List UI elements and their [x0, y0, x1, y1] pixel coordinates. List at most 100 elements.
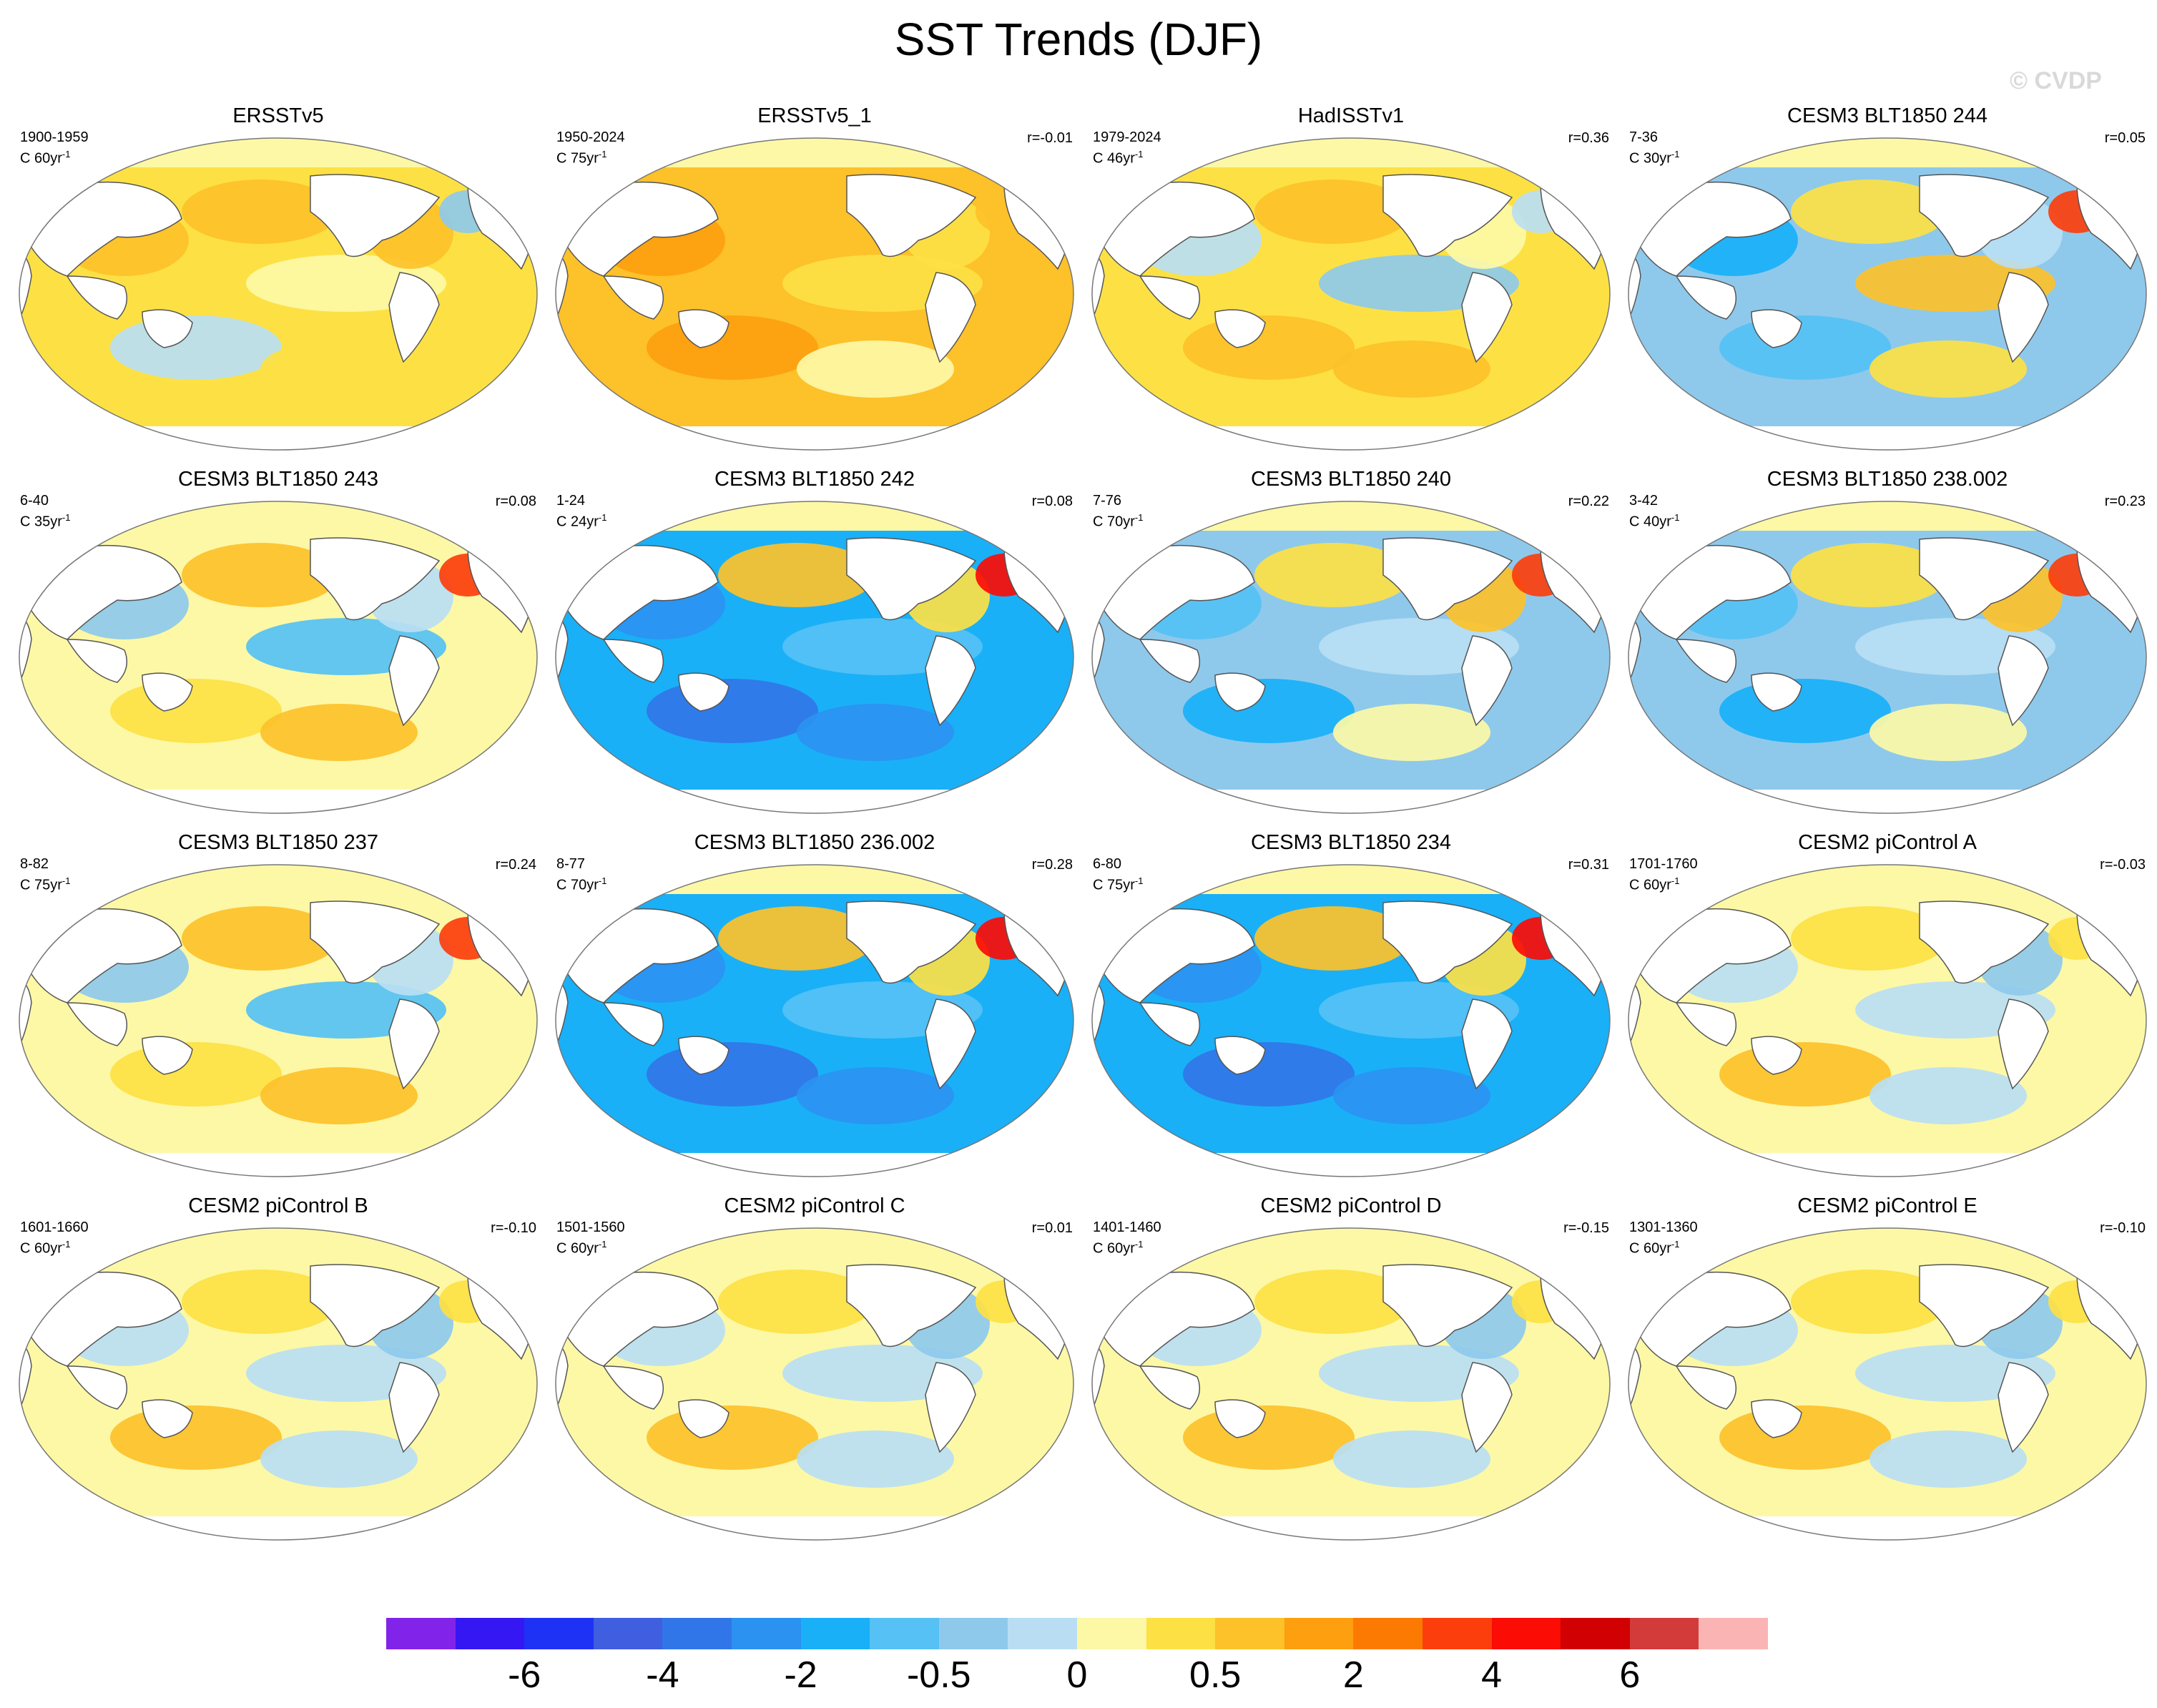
colorbar-swatch [800, 1618, 870, 1649]
panel-title: CESM3 BLT1850 234 [1251, 831, 1451, 854]
units-label: C 60yr-1 [556, 1236, 625, 1257]
map-border [555, 137, 1074, 451]
map-panel: CESM2 piControl B 1601-1660 C 60yr-1 r=-0.1… [10, 1194, 546, 1559]
colorbar-tick-label: 0.5 [1189, 1654, 1242, 1696]
period-label: 1401-1460 [1093, 1219, 1161, 1235]
units-label: C 60yr-1 [20, 1236, 89, 1257]
landmass [1139, 1002, 1201, 1046]
landmass [925, 998, 976, 1090]
panel-period: 1401-1460 C 60yr-1 [1093, 1219, 1161, 1257]
sst-anomaly [647, 315, 818, 380]
colorbar-tick-label: 6 [1619, 1654, 1641, 1696]
sst-anomaly [182, 1270, 339, 1334]
panel-title: CESM2 piControl D [1260, 1194, 1442, 1217]
units-exponent: -1 [1671, 1239, 1680, 1250]
antarctica [556, 790, 1073, 813]
map-border [555, 1227, 1074, 1541]
landmass [678, 672, 729, 712]
map-border [19, 864, 538, 1177]
sst-anomaly [182, 543, 339, 607]
period-label: 7-76 [1093, 493, 1122, 509]
correlation-label: r=-0.15 [1563, 1220, 1609, 1236]
landmass [1382, 900, 1513, 984]
landmass [1998, 635, 2049, 727]
landmass [1139, 1365, 1201, 1410]
landmass [1214, 672, 1266, 712]
panel-period: 1501-1560 C 60yr-1 [556, 1219, 625, 1257]
sst-anomaly [1254, 1270, 1412, 1334]
units-text: C 75yr [20, 877, 62, 893]
sst-anomaly [1869, 1430, 2027, 1488]
landmass [1461, 998, 1513, 1090]
landmass [66, 639, 128, 683]
panel-title: CESM2 piControl C [724, 1194, 905, 1217]
colorbar-swatch [455, 1618, 525, 1649]
colorbar-swatch [386, 1618, 456, 1649]
units-exponent: -1 [1134, 875, 1144, 886]
panel-title: CESM2 piControl B [188, 1194, 368, 1217]
sst-anomaly [1791, 1270, 1948, 1334]
landmass [1382, 1264, 1513, 1348]
landmass [1998, 998, 2049, 1090]
sst-field [19, 501, 537, 813]
world-map [19, 864, 538, 1177]
panel-period: 1301-1360 C 60yr-1 [1629, 1219, 1698, 1257]
landmass [388, 635, 440, 727]
units-label: C 30yr-1 [1629, 146, 1679, 167]
correlation-label: r=0.22 [1568, 494, 1609, 509]
period-label: 6-80 [1093, 856, 1122, 872]
colorbar-tick-label: 4 [1481, 1654, 1503, 1696]
units-text: C 60yr [20, 1240, 62, 1257]
correlation-label: r=0.05 [2104, 130, 2146, 146]
sst-anomaly [1333, 340, 1490, 398]
sst-field [556, 501, 1073, 813]
sst-anomaly [110, 679, 282, 743]
units-text: C 60yr [1629, 1240, 1671, 1257]
colorbar-tick-label: 0 [1066, 1654, 1088, 1696]
correlation-label: r=0.08 [1031, 494, 1073, 509]
landmass [1461, 1362, 1513, 1453]
map-border [1091, 501, 1611, 814]
colorbar-swatch [1008, 1618, 1078, 1649]
units-label: C 35yr-1 [20, 509, 70, 531]
map-panel: CESM2 piControl E 1301-1360 C 60yr-1 r=-0.1… [1619, 1194, 2156, 1559]
landmass [1919, 900, 2050, 984]
map-border [1628, 864, 2147, 1177]
landmass [1998, 272, 2049, 363]
sst-anomaly [1719, 1042, 1891, 1106]
colorbar [386, 1618, 1769, 1649]
antarctica [556, 426, 1073, 450]
landmass [1675, 1365, 1737, 1410]
landmass [1919, 174, 2050, 257]
sst-anomaly [1869, 340, 2027, 398]
period-label: 1701-1760 [1629, 856, 1698, 872]
world-map [1091, 137, 1611, 451]
units-text: C 24yr [556, 514, 599, 530]
panel-title: CESM3 BLT1850 236.002 [694, 831, 935, 854]
units-label: C 75yr-1 [20, 873, 70, 894]
antarctica [556, 1516, 1073, 1540]
sst-anomaly [260, 1067, 418, 1124]
units-label: C 60yr-1 [1093, 1236, 1161, 1257]
period-label: 1900-1959 [20, 129, 89, 145]
landmass [602, 1365, 664, 1410]
sst-anomaly [1791, 543, 1948, 607]
colorbar-tick-label: -0.5 [906, 1654, 971, 1696]
landmass [602, 639, 664, 683]
units-text: C 75yr [1093, 877, 1135, 893]
correlation-label: r=-0.03 [2100, 857, 2146, 873]
landmass [388, 272, 440, 363]
units-exponent: -1 [1671, 512, 1680, 523]
watermark: © CVDP [2010, 67, 2102, 94]
colorbar-swatch [1423, 1618, 1493, 1649]
antarctica [1628, 426, 2146, 450]
sst-anomaly [797, 1067, 954, 1124]
units-exponent: -1 [598, 875, 607, 886]
sst-anomaly [797, 1430, 954, 1488]
landmass [925, 1362, 976, 1453]
map-panel: CESM2 piControl A 1701-1760 C 60yr-1 r=-0.0… [1619, 831, 2156, 1196]
world-map [1628, 1227, 2147, 1541]
units-text: C 40yr [1629, 514, 1671, 530]
units-label: C 75yr-1 [1093, 873, 1143, 894]
landmass [1214, 1036, 1266, 1075]
